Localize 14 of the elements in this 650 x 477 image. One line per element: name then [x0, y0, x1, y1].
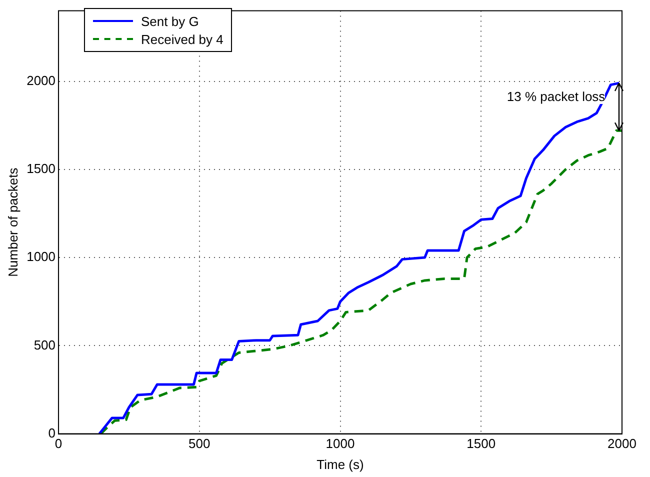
- y-axis-title: Number of packets: [5, 167, 20, 277]
- x-tick-label: 1000: [326, 436, 355, 452]
- y-tick-label: 1000: [26, 249, 56, 264]
- y-tick-label: 2000: [26, 72, 56, 88]
- annotation: 13 % packet loss: [506, 89, 606, 104]
- y-tick-label: 1500: [26, 161, 56, 176]
- y-tick-label: 0: [48, 425, 56, 440]
- legend-label: Received by 4: [141, 32, 224, 46]
- x-axis-title: Time (s): [316, 456, 364, 472]
- y-tick-label: 500: [34, 337, 56, 352]
- legend-label: Sent by G: [141, 14, 199, 28]
- x-tick-label: 500: [188, 436, 210, 452]
- x-tick-label: 2000: [608, 436, 636, 452]
- x-tick-label: 1500: [466, 436, 496, 452]
